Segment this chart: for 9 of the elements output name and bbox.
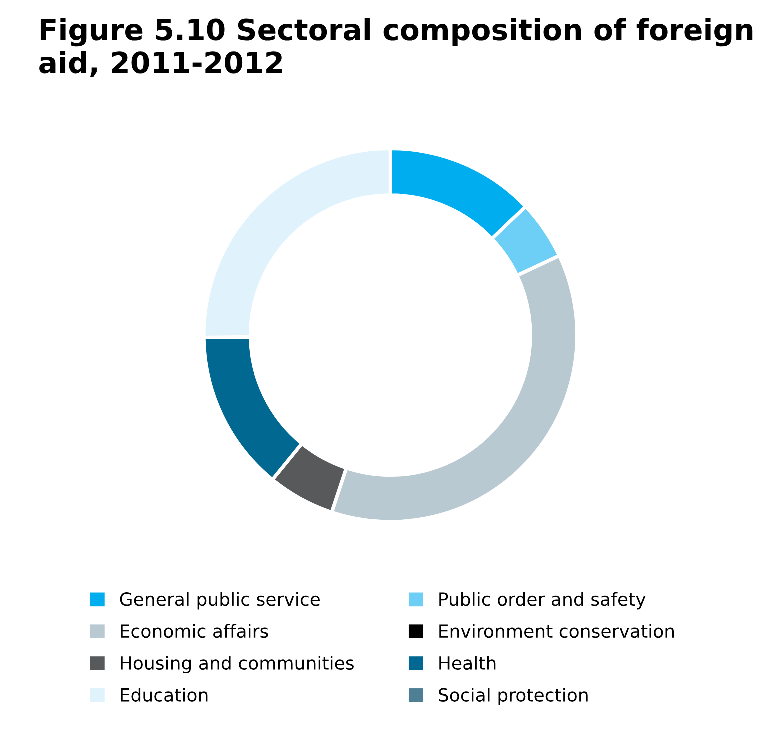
legend-label: Education [121, 688, 208, 702]
legend-label: Housing and communities [121, 656, 354, 674]
legend-label: Economic affairs [121, 624, 268, 638]
legend-label: Public order and safety [440, 592, 646, 610]
legend-label: General public service [120, 592, 320, 610]
legend-label: Environment conservation [440, 624, 674, 638]
chart-title: Figure 5.10 Sectoral composition of foreign aid, 2011-2012 [40, 18, 753, 78]
legend-label: Social protection [439, 688, 588, 706]
legend-label: Health [440, 656, 496, 670]
